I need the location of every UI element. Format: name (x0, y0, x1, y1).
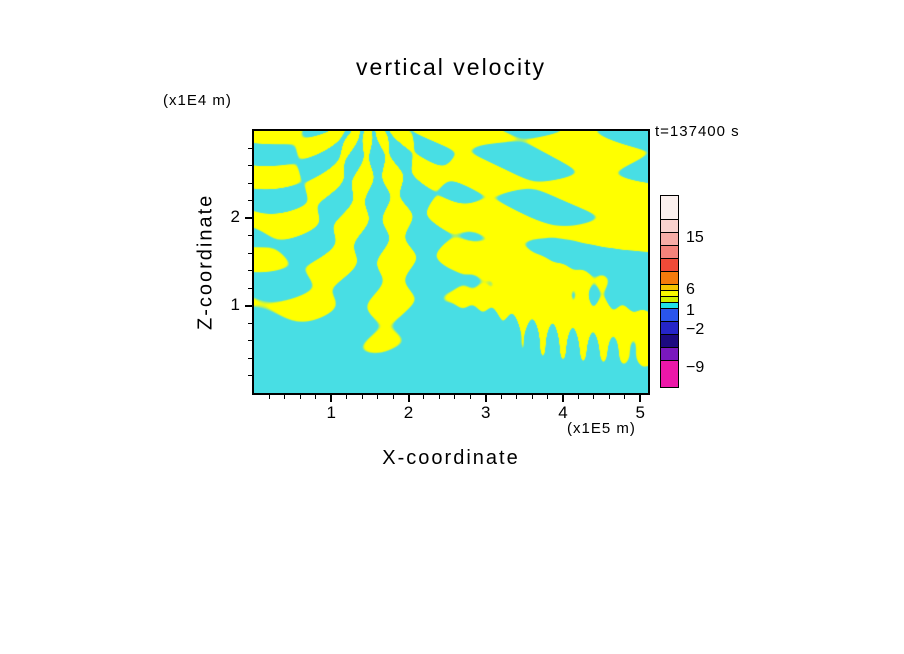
y-minor-tick (248, 322, 252, 324)
x-minor-tick (392, 395, 394, 399)
colorbar-segment (661, 335, 678, 348)
x-minor-tick (361, 395, 363, 399)
colorbar-segment (661, 309, 678, 322)
x-major-tick (639, 395, 642, 402)
x-minor-tick (346, 395, 348, 399)
colorbar-label: 15 (686, 229, 704, 246)
contour-canvas (254, 131, 648, 393)
colorbar-segment (661, 196, 678, 220)
colorbar-segment (661, 259, 678, 272)
x-tick-label: 4 (558, 403, 568, 422)
y-minor-tick (248, 375, 252, 377)
y-minor-tick (248, 340, 252, 342)
x-minor-tick (469, 395, 471, 399)
x-minor-tick (299, 395, 301, 399)
y-minor-tick (248, 252, 252, 254)
colorbar-segment (661, 348, 678, 361)
x-minor-tick (516, 395, 518, 399)
y-minor-tick (248, 165, 252, 167)
colorbar-segment (661, 220, 678, 233)
colorbar-segment (661, 303, 678, 309)
x-minor-tick (577, 395, 579, 399)
y-axis-label: Z-coordinate (194, 193, 217, 331)
x-minor-tick (438, 395, 440, 399)
y-minor-tick (248, 270, 252, 272)
colorbar-label: −2 (686, 321, 705, 338)
plot-title: vertical velocity (356, 54, 546, 80)
y-minor-tick (248, 200, 252, 202)
x-major-tick (562, 395, 565, 402)
colorbar-segment (661, 291, 678, 297)
x-tick-label: 3 (481, 403, 491, 422)
y-minor-tick (248, 147, 252, 149)
x-minor-tick (377, 395, 379, 399)
x-axis-unit: (x1E5 m) (567, 420, 636, 437)
x-minor-tick (454, 395, 456, 399)
x-minor-tick (624, 395, 626, 399)
x-minor-tick (593, 395, 595, 399)
colorbar-segment (661, 285, 678, 291)
colorbar-segment (661, 297, 678, 303)
plot-area (252, 129, 650, 395)
x-minor-tick (268, 395, 270, 399)
colorbar-segment (661, 361, 678, 387)
x-major-tick (484, 395, 487, 402)
x-minor-tick (500, 395, 502, 399)
colorbar-segment (661, 233, 678, 246)
colorbar-segment (661, 246, 678, 259)
x-minor-tick (531, 395, 533, 399)
x-axis-label: X-coordinate (382, 447, 520, 469)
x-minor-tick (423, 395, 425, 399)
y-minor-tick (248, 182, 252, 184)
colorbar (660, 195, 679, 388)
y-tick-label: 2 (230, 207, 240, 227)
x-minor-tick (547, 395, 549, 399)
y-major-tick (245, 217, 252, 220)
x-tick-label: 5 (635, 403, 645, 422)
y-minor-tick (248, 287, 252, 289)
x-minor-tick (315, 395, 317, 399)
y-tick-label: 1 (230, 294, 240, 314)
x-minor-tick (608, 395, 610, 399)
colorbar-label: −9 (686, 359, 705, 376)
colorbar-segments (661, 196, 678, 387)
timestamp-label: t=137400 s (655, 123, 740, 140)
colorbar-segment (661, 322, 678, 335)
x-tick-label: 2 (403, 403, 414, 422)
y-axis-unit: (x1E4 m) (163, 92, 232, 109)
x-major-tick (330, 395, 333, 402)
y-minor-tick (248, 357, 252, 359)
colorbar-label: 1 (686, 302, 695, 319)
x-major-tick (407, 395, 410, 402)
x-tick-label: 1 (326, 403, 336, 422)
y-minor-tick (248, 235, 252, 237)
colorbar-label: 6 (686, 281, 695, 298)
y-major-tick (245, 304, 252, 307)
colorbar-segment (661, 272, 678, 285)
x-minor-tick (284, 395, 286, 399)
